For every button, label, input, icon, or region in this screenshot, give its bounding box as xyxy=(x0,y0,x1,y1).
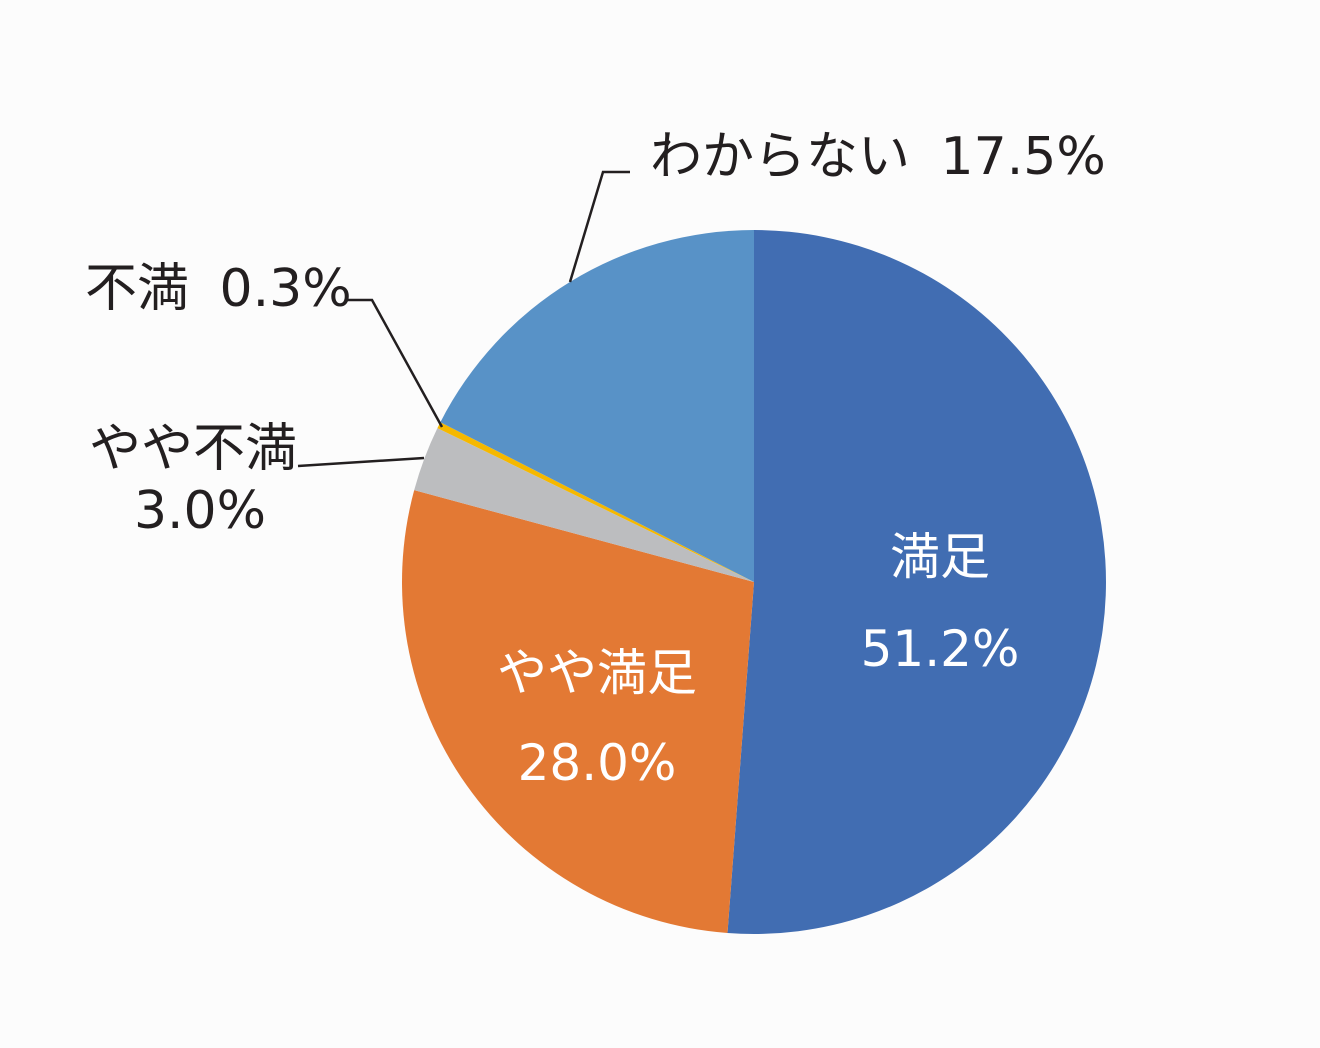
label-fuman-value: 0.3% xyxy=(220,259,352,319)
slice-labels: わからない 17.5% 不満 0.3% やや不満 3.0% 満足 51.2% や… xyxy=(85,127,1106,792)
label-fuman-name: 不満 xyxy=(85,259,189,319)
pie-slice-4 xyxy=(440,230,754,582)
leader-line-wakaranai xyxy=(568,170,630,283)
label-manzoku-name: 満足 xyxy=(890,528,990,586)
label-manzoku-value: 51.2% xyxy=(861,620,1020,678)
label-yaya-fuman-name: やや不満 xyxy=(89,419,297,479)
pie-slices xyxy=(402,230,1106,934)
leader-line-fuman xyxy=(345,298,444,428)
pie-slice-0 xyxy=(727,230,1106,934)
pie-slice-2 xyxy=(414,428,754,582)
label-wakaranai-name: わからない xyxy=(650,127,910,187)
pie-slice-3 xyxy=(437,422,754,582)
label-yaya-manzoku-name: やや満足 xyxy=(497,644,697,702)
label-wakaranai-value: 17.5% xyxy=(941,127,1106,187)
label-wakaranai: わからない 17.5% xyxy=(650,127,1106,187)
leader-line-yaya-fuman xyxy=(297,456,425,468)
pie-slice-1 xyxy=(402,490,754,933)
label-yaya-fuman-value: 3.0% xyxy=(134,481,266,541)
label-fuman: 不満 0.3% xyxy=(85,259,352,319)
leader-lines xyxy=(297,170,630,468)
label-yaya-manzoku-value: 28.0% xyxy=(518,734,677,792)
